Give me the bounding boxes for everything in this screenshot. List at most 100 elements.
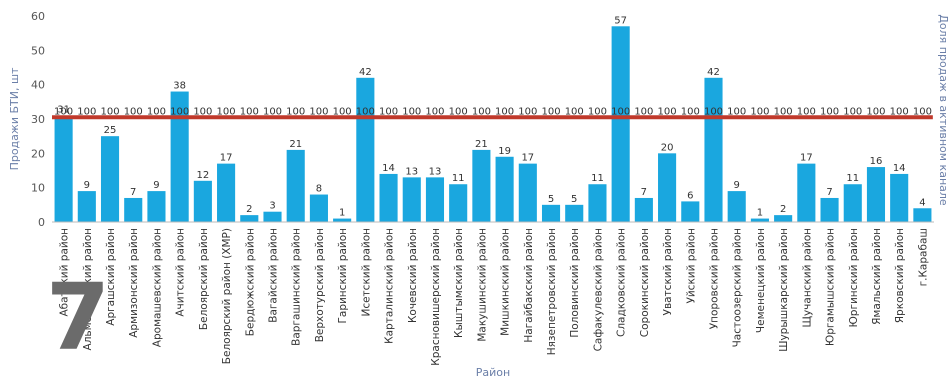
- bar: [890, 173, 909, 222]
- bar-value-label: 11: [452, 173, 465, 184]
- bar: [565, 204, 584, 222]
- bar: [472, 149, 491, 222]
- bar-value-label: 5: [571, 194, 577, 205]
- bar: [913, 208, 932, 222]
- y-axis-title: Продажи БТИ, шт: [8, 67, 21, 170]
- bar-value-label: 17: [220, 153, 233, 164]
- line-value-label: 100: [379, 106, 398, 117]
- bar-value-label: 21: [475, 139, 488, 150]
- bar: [704, 77, 723, 222]
- bar-value-label: 19: [498, 146, 511, 157]
- line-value-label: 100: [866, 106, 885, 117]
- bar-value-label: 9: [153, 180, 159, 191]
- x-tick-label: Бердюжский район: [244, 228, 256, 336]
- bar: [124, 197, 143, 222]
- line-value-label: 100: [890, 106, 909, 117]
- bar: [541, 204, 561, 222]
- line-value-label: 100: [54, 106, 73, 117]
- y-tick-label: 40: [31, 79, 45, 92]
- x-tick-label: Ямальский район: [871, 228, 883, 325]
- bar-value-label: 9: [734, 180, 740, 191]
- bar-value-label: 11: [846, 173, 859, 184]
- bar-value-label: 25: [104, 125, 117, 136]
- x-tick-label: Ачитский район: [175, 228, 187, 317]
- bar-value-label: 13: [405, 166, 418, 177]
- bar: [147, 191, 166, 222]
- line-value-label: 100: [263, 106, 282, 117]
- line-value-label: 100: [170, 106, 189, 117]
- line-value-label: 100: [704, 106, 723, 117]
- bar: [217, 163, 236, 222]
- bar: [333, 218, 352, 222]
- line-value-label: 100: [472, 106, 491, 117]
- x-tick-label: Армизонский район: [128, 228, 140, 338]
- x-tick-label: Верхотурский район: [314, 228, 326, 342]
- bar-value-label: 11: [591, 173, 604, 184]
- bar-value-label: 14: [893, 163, 906, 174]
- bar: [425, 177, 445, 222]
- line-value-label: 100: [588, 106, 607, 117]
- x-tick-label: Сафакулевский район: [592, 228, 604, 351]
- line-value-label: 100: [843, 106, 862, 117]
- bar: [449, 184, 468, 222]
- y-tick-label: 10: [31, 182, 45, 195]
- bar: [866, 167, 886, 222]
- bar: [77, 191, 96, 222]
- y-tick-label: 0: [38, 216, 45, 229]
- y-tick-label: 30: [31, 113, 45, 126]
- bar: [54, 115, 73, 222]
- line-value-label: 100: [425, 106, 444, 117]
- x-axis-category-labels: Абатский район Альменьевский район Аргашск…: [59, 228, 930, 366]
- x-tick-label: Белоярский район: [198, 228, 210, 330]
- line-value-label: 100: [449, 106, 468, 117]
- bar: [634, 197, 653, 222]
- bar: [750, 218, 769, 222]
- bar: [774, 215, 793, 222]
- x-tick-label: Аромашевский район: [151, 228, 163, 347]
- line-value-label: 100: [565, 106, 584, 117]
- line-value-label: 100: [217, 106, 236, 117]
- bar: [263, 211, 282, 222]
- bar: [797, 163, 816, 222]
- bar: [309, 194, 328, 222]
- line-value-label: 100: [356, 106, 375, 117]
- x-tick-label: Кочевский район: [407, 228, 419, 323]
- bar-value-label: 7: [826, 187, 832, 198]
- bar: [402, 177, 421, 222]
- bar-value-label: 9: [84, 180, 90, 191]
- bar-value-label: 4: [919, 197, 925, 208]
- bar: [495, 156, 514, 222]
- line-value-label: 100: [774, 106, 793, 117]
- bar: [843, 184, 862, 222]
- bar: [170, 91, 189, 223]
- bar: [588, 184, 607, 222]
- line-value-label: 100: [658, 106, 677, 117]
- line-value-label: 100: [634, 106, 653, 117]
- bar-value-label: 8: [316, 184, 322, 195]
- bar-value-label: 3: [269, 201, 275, 212]
- line-value-label: 100: [913, 106, 932, 117]
- x-tick-label: Варгашинский район: [291, 228, 303, 346]
- bar-value-label: 14: [382, 163, 395, 174]
- x-tick-label: Мишкинский район: [500, 228, 512, 336]
- bar-value-label: 17: [521, 153, 534, 164]
- bar-value-label: 38: [173, 81, 186, 92]
- x-tick-label: Половинский район: [569, 228, 581, 338]
- line-value-label: 100: [309, 106, 328, 117]
- x-tick-label: Исетский район: [360, 228, 372, 317]
- bar-value-label: 6: [687, 190, 693, 201]
- y-tick-label: 50: [31, 44, 45, 57]
- secondary-y-axis-title: Доля продаж в активном канале: [937, 14, 949, 206]
- x-tick-label: Уйский район: [685, 228, 697, 304]
- line-value-label: 100: [77, 106, 96, 117]
- line-value-labels: 100 100 100 100 100 100 100 100 100 100 100 100 100 1…: [54, 106, 932, 117]
- x-tick-label: Ярковский район: [894, 228, 906, 323]
- line-value-label: 100: [193, 106, 212, 117]
- line-value-label: 100: [124, 106, 143, 117]
- x-tick-label: Белоярский район (ХМР): [221, 228, 233, 364]
- bar: [100, 136, 120, 222]
- x-tick-label: Кыштымский район: [453, 228, 465, 338]
- x-tick-label: Красновишерский район: [430, 228, 442, 366]
